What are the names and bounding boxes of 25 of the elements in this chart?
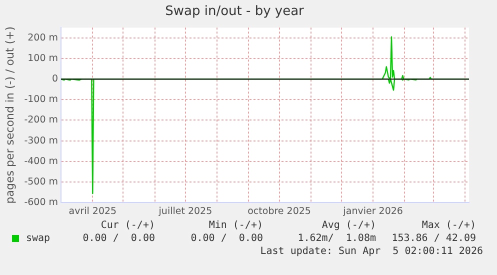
text: Avg (-/+) [320, 220, 376, 231]
y-tick-label: -500 m [24, 176, 58, 188]
x-tick-label: octobre 2025 [248, 206, 311, 217]
text: Min (-/+) [208, 220, 263, 231]
y-tick-label: -100 m [24, 94, 58, 106]
y-tick-label: 100 m [28, 52, 58, 64]
legend-label: swap [25, 233, 52, 244]
text: Cur (-/+) [100, 220, 155, 231]
y-tick-label: -400 m [24, 156, 58, 167]
y-tick-label: -600 m [24, 197, 58, 208]
x-tick-label: avril 2025 [68, 206, 117, 217]
y-tick-label: 0 [52, 74, 58, 85]
y-axis-title: pages per second in (-) / out (+) [3, 26, 16, 204]
text: 0.00 / 0.00 [190, 233, 263, 244]
y-tick-label: -200 m [24, 114, 58, 126]
text: Max (-/+) [420, 220, 476, 231]
x-tick-label: juillet 2025 [158, 206, 212, 217]
text: 0.00 / 0.00 [82, 233, 155, 244]
text: 1.62m/ 1.08m [296, 233, 376, 244]
y-tick-label: -300 m [24, 135, 58, 146]
text: 153.86 / 42.09 [390, 233, 476, 244]
x-tick-label: janvier 2026 [342, 206, 403, 217]
chart-title: Swap in/out - by year [165, 4, 305, 20]
text: Last update: Sun Apr 5 02:00:11 2026 [259, 246, 484, 257]
y-tick-label: 200 m [28, 32, 58, 44]
